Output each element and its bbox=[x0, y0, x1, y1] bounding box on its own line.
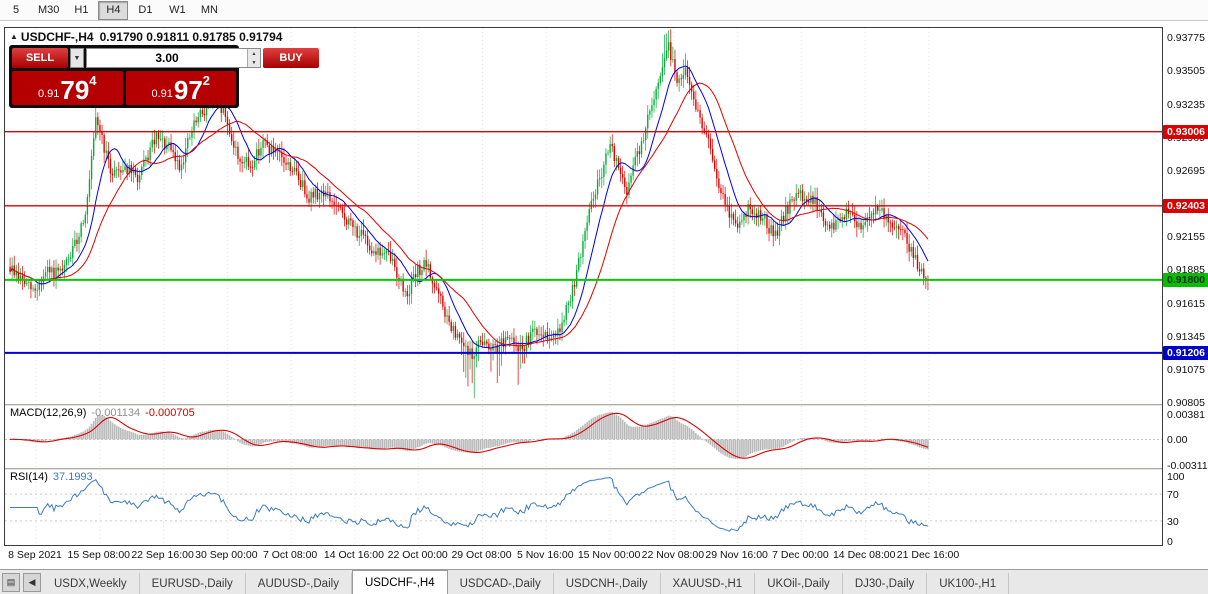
chart-tab-usdcad-daily[interactable]: USDCAD-,Daily bbox=[448, 573, 554, 594]
time-axis-label: 22 Nov 08:00 bbox=[641, 549, 705, 561]
time-axis-label: 14 Dec 08:00 bbox=[832, 549, 896, 561]
chart-tab-eurusd-daily[interactable]: EURUSD-,Daily bbox=[140, 573, 246, 594]
time-axis-label: 15 Nov 00:00 bbox=[577, 549, 641, 561]
tab-nav-buttons: ▤ ◀ bbox=[0, 573, 42, 594]
ask-price-display[interactable]: 0.91 97 2 bbox=[125, 71, 236, 105]
timeframe-button-h1[interactable]: H1 bbox=[74, 4, 89, 17]
price-axis-label: 0.93235 bbox=[1167, 98, 1205, 111]
volume-up-button[interactable]: ▲ bbox=[248, 49, 260, 58]
chart-tab-xauusd-h1[interactable]: XAUUSD-,H1 bbox=[661, 573, 756, 594]
chart-frame: ▲ USDCHF-,H4 0.91790 0.91811 0.91785 0.917… bbox=[4, 27, 1163, 546]
chart-tab-audusd-daily[interactable]: AUDUSD-,Daily bbox=[246, 573, 352, 594]
macd-axis-label: 0.00 bbox=[1167, 434, 1188, 447]
tab-list-button[interactable]: ▤ bbox=[2, 573, 20, 592]
time-axis-label: 14 Oct 16:00 bbox=[323, 549, 384, 561]
time-axis-label: 21 Dec 16:00 bbox=[896, 549, 960, 561]
time-axis-label: 8 Sep 2021 bbox=[8, 549, 62, 561]
chart-tab-usdcnh-daily[interactable]: USDCNH-,Daily bbox=[554, 573, 661, 594]
timeframe-button-h4[interactable]: H4 bbox=[98, 0, 129, 20]
one-click-collapse-arrow-icon[interactable]: ▲ bbox=[10, 32, 18, 41]
rsi-axis-label: 30 bbox=[1167, 515, 1179, 528]
macd-signal-value: -0.000705 bbox=[145, 407, 195, 419]
rsi-pane[interactable]: RSI(14) 37.1993 bbox=[5, 470, 1162, 545]
rsi-label: RSI(14) 37.1993 bbox=[10, 471, 93, 483]
bid-price-main: 79 bbox=[60, 75, 90, 105]
pane-separator[interactable] bbox=[5, 404, 1162, 406]
price-axis-label: 0.93505 bbox=[1167, 65, 1205, 78]
bid-price-prefix: 0.91 bbox=[37, 88, 60, 100]
time-axis[interactable]: 8 Sep 2021 15 Sep 08:00 22 Sep 16:00 30 Sep… bbox=[4, 549, 1204, 564]
price-line-badge: 0.92403 bbox=[1163, 198, 1208, 213]
chart-tab-usdx-weekly[interactable]: USDX,Weekly bbox=[42, 573, 140, 594]
candlestick-chart[interactable]: ▲ USDCHF-,H4 0.91790 0.91811 0.91785 0.917… bbox=[5, 28, 1162, 404]
time-axis-label: 5 Nov 16:00 bbox=[516, 549, 574, 561]
price-line-badge: 0.93006 bbox=[1163, 124, 1208, 139]
chart-tab-dj30-daily[interactable]: DJ30-,Daily bbox=[843, 573, 928, 594]
macd-main-value: -0.001134 bbox=[91, 407, 141, 419]
timeframe-button-mn[interactable]: MN bbox=[200, 4, 218, 17]
volume-preset-dropdown[interactable]: ▼ bbox=[70, 48, 84, 68]
sell-button[interactable]: SELL bbox=[12, 48, 68, 68]
rsi-value: 37.1993 bbox=[52, 471, 93, 483]
macd-pane[interactable]: MACD(12,26,9) -0.001134 -0.000705 bbox=[5, 406, 1162, 468]
time-axis-label: 15 Sep 08:00 bbox=[67, 549, 131, 561]
rsi-axis-label: 100 bbox=[1167, 471, 1185, 483]
time-axis-label: 29 Nov 16:00 bbox=[705, 549, 768, 561]
ask-price-main: 97 bbox=[173, 75, 203, 105]
timeframe-button-m30[interactable]: M30 bbox=[38, 4, 60, 17]
bid-price-pip: 4 bbox=[89, 73, 97, 88]
macd-axis-label: 0.00381 bbox=[1167, 409, 1205, 421]
rsi-name: RSI(14) bbox=[10, 471, 48, 483]
price-axis-label: 0.91075 bbox=[1167, 363, 1205, 376]
chart-title: ▲ USDCHF-,H4 0.91790 0.91811 0.91785 0.917… bbox=[10, 30, 282, 44]
macd-name: MACD(12,26,9) bbox=[10, 407, 87, 419]
chart-tab-usdchf-h4[interactable]: USDCHF-,H4 bbox=[351, 570, 448, 594]
price-axis-label: 0.91615 bbox=[1167, 297, 1205, 310]
time-axis-label: 30 Sep 00:00 bbox=[195, 549, 258, 561]
price-axis-label: 0.90805 bbox=[1167, 397, 1205, 410]
timeframe-button-w1[interactable]: W1 bbox=[169, 4, 186, 17]
time-axis-label: 7 Dec 00:00 bbox=[772, 549, 829, 561]
chart-ohlc-values: 0.91790 0.91811 0.91785 0.91794 bbox=[99, 30, 283, 44]
timeframe-button-5[interactable]: 5 bbox=[12, 4, 20, 17]
volume-input[interactable] bbox=[87, 49, 247, 67]
chart-symbol-label: USDCHF-,H4 bbox=[20, 30, 94, 44]
price-axis[interactable]: 0.937750.935050.932350.929650.926950.924… bbox=[1163, 27, 1208, 548]
price-axis-label: 0.93775 bbox=[1167, 32, 1205, 45]
time-axis-label: 7 Oct 08:00 bbox=[262, 549, 318, 561]
tab-scroll-left-button[interactable]: ◀ bbox=[23, 573, 41, 592]
chart-tabs-bar: ▤ ◀ USDX,Weekly EURUSD-,Daily AUDUSD-,Daily… bbox=[0, 569, 1208, 594]
ask-price-prefix: 0.91 bbox=[151, 88, 173, 100]
chart-tab-ukoil-daily[interactable]: UKOil-,Daily bbox=[755, 573, 843, 594]
chevron-down-icon: ▼ bbox=[73, 54, 81, 62]
volume-box: ▲ ▼ bbox=[86, 48, 261, 68]
one-click-trading-panel: SELL ▼ ▲ ▼ BUY 0.91 bbox=[9, 45, 319, 108]
macd-axis-label: -0.00311 bbox=[1167, 459, 1208, 472]
price-axis-label: 0.92695 bbox=[1167, 164, 1205, 177]
time-axis-label: 29 Oct 08:00 bbox=[451, 549, 512, 561]
volume-down-button[interactable]: ▼ bbox=[248, 58, 260, 67]
time-axis-label: 22 Sep 16:00 bbox=[131, 549, 194, 561]
rsi-axis-label: 70 bbox=[1167, 489, 1179, 502]
pane-separator[interactable] bbox=[5, 468, 1162, 470]
price-line-badge: 0.91800 bbox=[1163, 272, 1208, 287]
timeframe-toolbar: 5 M30 H1 H4 D1 W1 MN bbox=[0, 0, 1208, 21]
timeframe-buttons: 5 M30 H1 H4 D1 W1 MN bbox=[1, 0, 226, 20]
volume-stepper: ▲ ▼ bbox=[247, 49, 260, 67]
macd-label: MACD(12,26,9) -0.001134 -0.000705 bbox=[10, 407, 195, 419]
ask-price-pip: 2 bbox=[202, 73, 211, 88]
buy-button[interactable]: BUY bbox=[263, 48, 319, 68]
rsi-axis-label: 0 bbox=[1167, 536, 1173, 548]
price-axis-label: 0.92155 bbox=[1167, 231, 1205, 244]
bid-price-display[interactable]: 0.91 79 4 bbox=[12, 71, 123, 105]
chart-tab-uk100-h1[interactable]: UK100-,H1 bbox=[927, 573, 1010, 594]
chart-tabs: USDX,Weekly EURUSD-,Daily AUDUSD-,Daily USD… bbox=[42, 570, 1010, 594]
time-axis-label: 22 Oct 00:00 bbox=[387, 549, 448, 561]
timeframe-button-d1[interactable]: D1 bbox=[138, 4, 153, 17]
price-line-badge: 0.91206 bbox=[1163, 345, 1208, 360]
price-axis-label: 0.91345 bbox=[1167, 330, 1205, 343]
